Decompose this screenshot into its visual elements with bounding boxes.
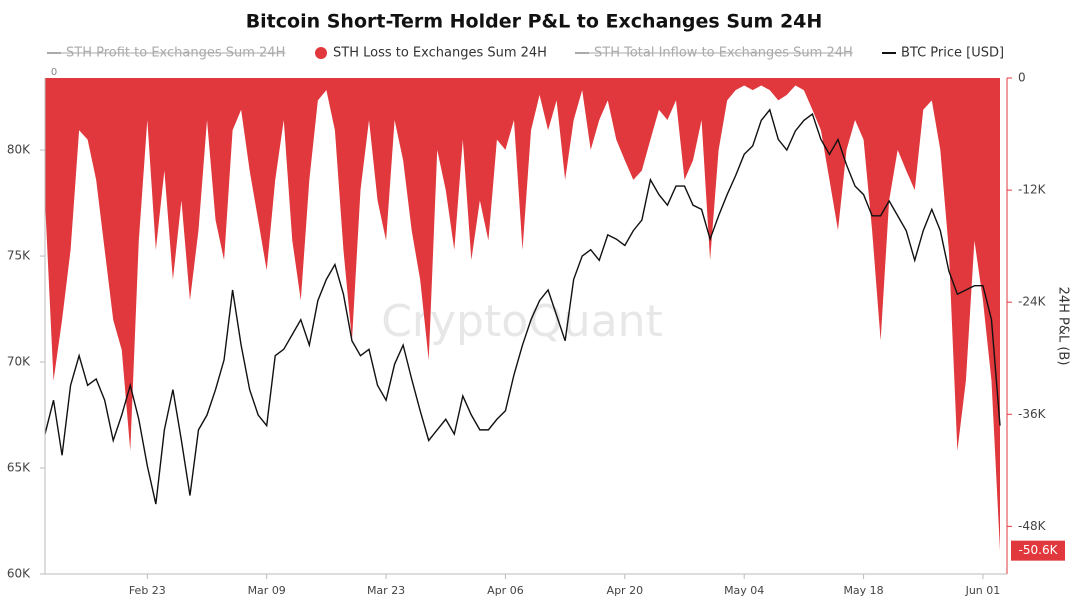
legend-label: BTC Price [USD] bbox=[901, 46, 1004, 61]
x-tick-label: Mar 23 bbox=[367, 584, 405, 597]
chart-title: Bitcoin Short-Term Holder P&L to Exchang… bbox=[246, 11, 823, 33]
y-tick-label: 70K bbox=[7, 355, 31, 369]
legend-marker bbox=[315, 47, 327, 59]
loss-area bbox=[45, 78, 1000, 551]
legend-label: STH Loss to Exchanges Sum 24H bbox=[333, 46, 547, 61]
y-tick-label: 75K bbox=[7, 249, 31, 263]
x-tick-label: Jun 01 bbox=[965, 584, 1001, 597]
y-tick-label: 65K bbox=[7, 461, 31, 475]
x-tick-label: May 04 bbox=[724, 584, 764, 597]
x-tick-label: Feb 23 bbox=[129, 584, 166, 597]
y-tick-label: 60K bbox=[7, 567, 31, 581]
x-tick-label: Mar 09 bbox=[248, 584, 286, 597]
x-tick-label: May 18 bbox=[843, 584, 883, 597]
x-tick-label: Apr 06 bbox=[487, 584, 524, 597]
y2-tick-label: 0 bbox=[1018, 71, 1026, 85]
value-badge bbox=[1011, 540, 1065, 561]
value-label: -50.6K bbox=[1019, 543, 1059, 557]
y-tick-label: 80K bbox=[7, 143, 31, 157]
y2-axis-title: 24H P&L (B) bbox=[1056, 287, 1071, 366]
x-tick-label: Apr 20 bbox=[607, 584, 644, 597]
y2-tick-label: -36K bbox=[1018, 407, 1047, 421]
price-line bbox=[44, 108, 1001, 505]
y2-tick-label: -12K bbox=[1018, 183, 1047, 197]
y2-tick-label: -24K bbox=[1018, 295, 1047, 309]
top-label: 0 bbox=[51, 67, 57, 78]
y2-tick-label: -48K bbox=[1018, 519, 1047, 533]
